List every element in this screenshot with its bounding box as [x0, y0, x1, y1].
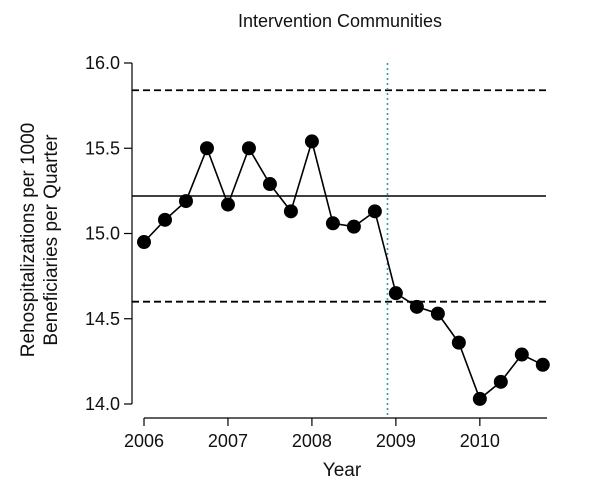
data-point: [451, 335, 466, 350]
x-tick-label: 2009: [376, 431, 416, 451]
data-point: [430, 306, 445, 321]
series-line: [143, 138, 544, 401]
y-axis-label-line-2: Beneficiaries per Quarter: [41, 134, 62, 346]
data-point: [304, 134, 319, 149]
data-point: [283, 204, 298, 219]
y-axis-label-line-1: Rehospitalizations per 1000: [18, 123, 39, 358]
x-tick-label: 2006: [124, 431, 164, 451]
data-point: [325, 216, 340, 231]
data-point: [157, 212, 172, 227]
data-point: [367, 204, 382, 219]
x-tick-label: 2008: [292, 431, 332, 451]
plot-area: 14.0 14.5 15.0 15.5 16.0 2006 2007 2008 2009 2010: [85, 53, 550, 451]
y-tick-label: 15.5: [85, 138, 120, 158]
data-point: [409, 299, 424, 314]
data-point: [262, 177, 277, 192]
data-point: [220, 197, 235, 212]
y-tick-label: 14.5: [85, 309, 120, 329]
data-point: [199, 141, 214, 156]
y-tick-label: 16.0: [85, 53, 120, 73]
data-point: [514, 347, 529, 362]
data-point: [346, 219, 361, 234]
data-point: [137, 235, 151, 250]
data-point: [493, 374, 508, 389]
x-tick-label: 2007: [208, 431, 248, 451]
data-point: [535, 357, 550, 372]
chart-title: Intervention Communities: [238, 11, 442, 31]
data-point: [388, 286, 403, 301]
data-point: [178, 194, 193, 209]
y-tick-label: 15.0: [85, 224, 120, 244]
x-axis-label: Year: [323, 460, 362, 481]
y-tick-label: 14.0: [85, 394, 120, 414]
data-point: [241, 141, 256, 156]
data-point: [472, 391, 487, 406]
x-tick-label: 2010: [460, 431, 500, 451]
